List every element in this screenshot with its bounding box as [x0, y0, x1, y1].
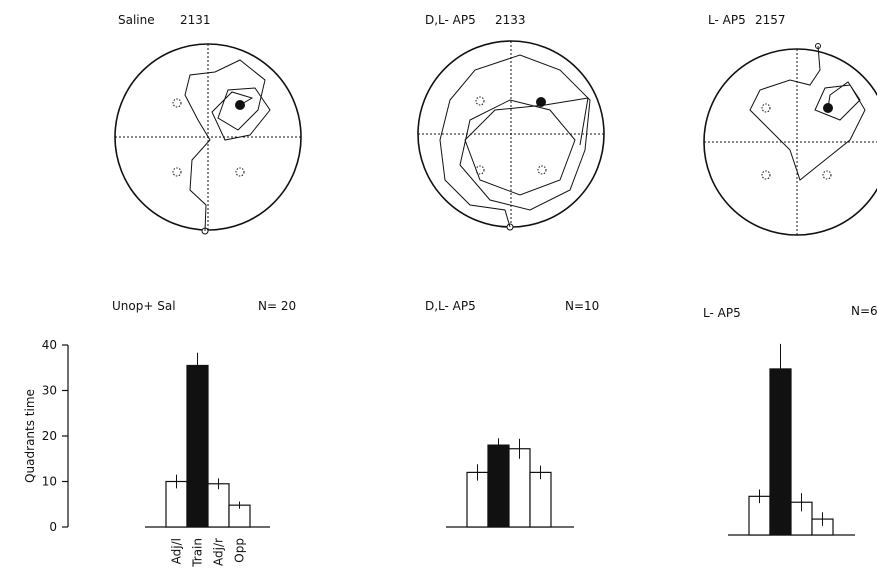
category-label: Opp — [233, 538, 247, 563]
bars — [466, 438, 552, 528]
probe-marker — [822, 170, 832, 180]
panel-id-dl-ap5: 2133 — [495, 13, 526, 27]
probe-marker — [172, 167, 182, 177]
chart-title: Unop+ Sal — [112, 299, 176, 313]
probe-marker — [475, 96, 485, 106]
chart-n: N= 20 — [258, 299, 296, 313]
panel-label-l-ap5: L- AP5 — [708, 13, 746, 27]
bar-train — [769, 368, 792, 536]
panel-label-dl-ap5: D,L- AP5 — [425, 13, 476, 27]
swim-path — [439, 54, 591, 228]
probe-marker — [761, 103, 771, 113]
swim-path — [184, 59, 271, 232]
panel-label-saline: Saline — [118, 13, 155, 27]
y-tick-label: 30 — [42, 384, 57, 398]
y-tick-label: 40 — [42, 338, 57, 352]
category-label: Adj/l — [170, 538, 184, 564]
probe-marker — [537, 165, 547, 175]
bars — [165, 352, 251, 528]
chart-l-ap5: L- AP5 N=6 — [703, 304, 877, 536]
bar-train — [487, 444, 510, 528]
y-tick-label: 10 — [42, 475, 57, 489]
chart-n: N=6 — [851, 304, 877, 318]
swim-panel-l-ap5: L- AP5 2157 — [703, 13, 877, 236]
chart-unop-sal: Unop+ Sal N= 20 0 10 20 30 40 Quadrants time… — [23, 299, 296, 568]
y-axis-label: Quadrants time — [23, 389, 37, 483]
swim-panel-dl-ap5: D,L- AP5 2133 — [417, 13, 605, 231]
bar-opp — [529, 471, 552, 528]
y-axis: 0 10 20 30 40 — [42, 338, 69, 534]
swim-path — [749, 45, 866, 181]
chart-n: N=10 — [565, 299, 599, 313]
panel-id-saline: 2131 — [180, 13, 211, 27]
bar-adjr — [207, 483, 230, 528]
category-label: Adj/r — [212, 538, 226, 566]
probe-marker — [172, 98, 182, 108]
probe-marker — [761, 170, 771, 180]
bar-adjr — [508, 448, 531, 528]
panel-id-l-ap5: 2157 — [755, 13, 786, 27]
y-tick-label: 0 — [49, 520, 57, 534]
category-labels: Adj/l Train Adj/r Opp — [170, 538, 247, 568]
y-tick-label: 20 — [42, 429, 57, 443]
chart-dl-ap5: D,L- AP5 N=10 — [425, 299, 599, 528]
category-label: Train — [191, 538, 205, 568]
chart-title: L- AP5 — [703, 306, 741, 320]
platform-marker — [536, 97, 546, 107]
bar-train — [186, 364, 209, 528]
chart-title: D,L- AP5 — [425, 299, 476, 313]
swim-panel-saline: Saline 2131 — [114, 13, 302, 235]
probe-marker — [235, 167, 245, 177]
bars — [748, 343, 834, 536]
